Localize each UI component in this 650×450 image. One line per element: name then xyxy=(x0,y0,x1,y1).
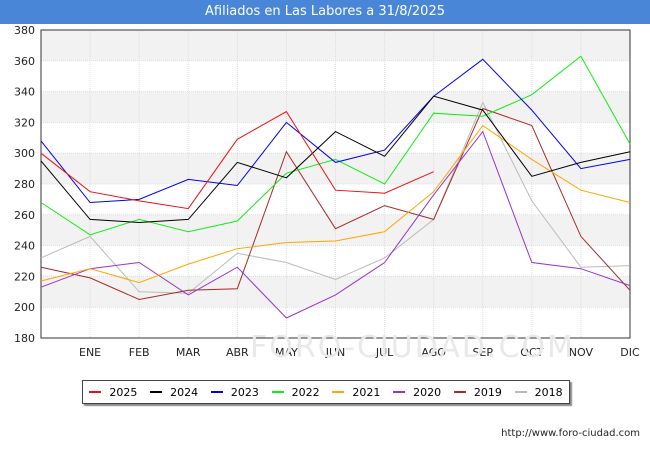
legend-swatch xyxy=(89,391,102,393)
x-tick-label: JUN xyxy=(325,346,346,359)
legend-label: 2018 xyxy=(534,385,563,399)
y-tick-label: 320 xyxy=(14,116,35,129)
legend-label: 2023 xyxy=(230,385,259,399)
x-tick-label: OCT xyxy=(520,346,543,359)
legend-swatch xyxy=(150,391,163,393)
x-tick-label: ABR xyxy=(226,346,249,359)
watermark: FORO-CIUDAD.COM xyxy=(250,330,575,365)
legend-item-2024: 2024 xyxy=(150,386,198,399)
x-tick-label: FEB xyxy=(129,346,150,359)
y-tick-label: 260 xyxy=(14,209,35,222)
legend-item-2022: 2022 xyxy=(271,385,320,399)
x-tick-label: JUL xyxy=(375,346,394,359)
legend-item-2021: 2021 xyxy=(332,386,380,399)
series-line-2025 xyxy=(40,110,434,210)
legend-label: 2021 xyxy=(352,385,381,399)
series-line-2021 xyxy=(40,124,631,284)
legend-item-2023: 2023 xyxy=(210,385,259,399)
series-line-2018 xyxy=(40,101,631,294)
chart-title: Afiliados en Las Labores a 31/8/2025 xyxy=(0,0,650,24)
legend-swatch xyxy=(453,391,466,393)
legend-swatch xyxy=(332,391,345,393)
legend-swatch xyxy=(393,391,406,393)
x-tick-label: MAR xyxy=(176,346,201,359)
series-line-2019 xyxy=(40,107,631,301)
legend-label: 2022 xyxy=(291,385,320,399)
legend-label: 2020 xyxy=(413,385,442,399)
legend-swatch xyxy=(271,391,284,393)
y-tick-label: 200 xyxy=(14,301,35,314)
legend-item-2020: 2020 xyxy=(393,386,441,399)
x-tick-label: MAY xyxy=(275,346,298,359)
y-tick-label: 280 xyxy=(14,178,35,191)
legend-item-2019: 2019 xyxy=(453,385,502,399)
legend-item-2025: 2025 xyxy=(89,386,137,399)
y-tick-label: 340 xyxy=(14,86,35,99)
legend-label: 2024 xyxy=(170,385,199,399)
legend-label: 2019 xyxy=(473,385,502,399)
x-tick-label: NOV xyxy=(569,346,594,359)
y-tick-label: 300 xyxy=(14,147,35,160)
legend-label: 2025 xyxy=(109,385,138,399)
y-tick-label: 380 xyxy=(14,24,35,37)
series-line-2022 xyxy=(40,55,631,236)
plot-band xyxy=(41,30,630,61)
x-tick-label: SEP xyxy=(472,346,493,359)
y-tick-label: 180 xyxy=(14,332,35,345)
x-tick-label: AGO xyxy=(421,346,446,359)
legend-swatch xyxy=(514,391,527,393)
y-tick-label: 240 xyxy=(14,240,35,253)
legend-item-2018: 2018 xyxy=(514,385,563,399)
legend-swatch xyxy=(210,391,223,393)
x-tick-label: DIC xyxy=(620,346,640,359)
y-tick-label: 220 xyxy=(14,270,35,283)
series-line-2020 xyxy=(40,130,631,319)
y-tick-label: 360 xyxy=(14,55,35,68)
legend: 2025 2024 2023 2022 2021 2020 2019 2018 xyxy=(82,380,570,404)
plot-border xyxy=(40,29,631,339)
x-tick-label: ENE xyxy=(79,346,101,359)
series-line-2024 xyxy=(40,95,631,224)
source-credit: http://www.foro-ciudad.com xyxy=(501,428,640,439)
series-line-2023 xyxy=(40,58,631,204)
